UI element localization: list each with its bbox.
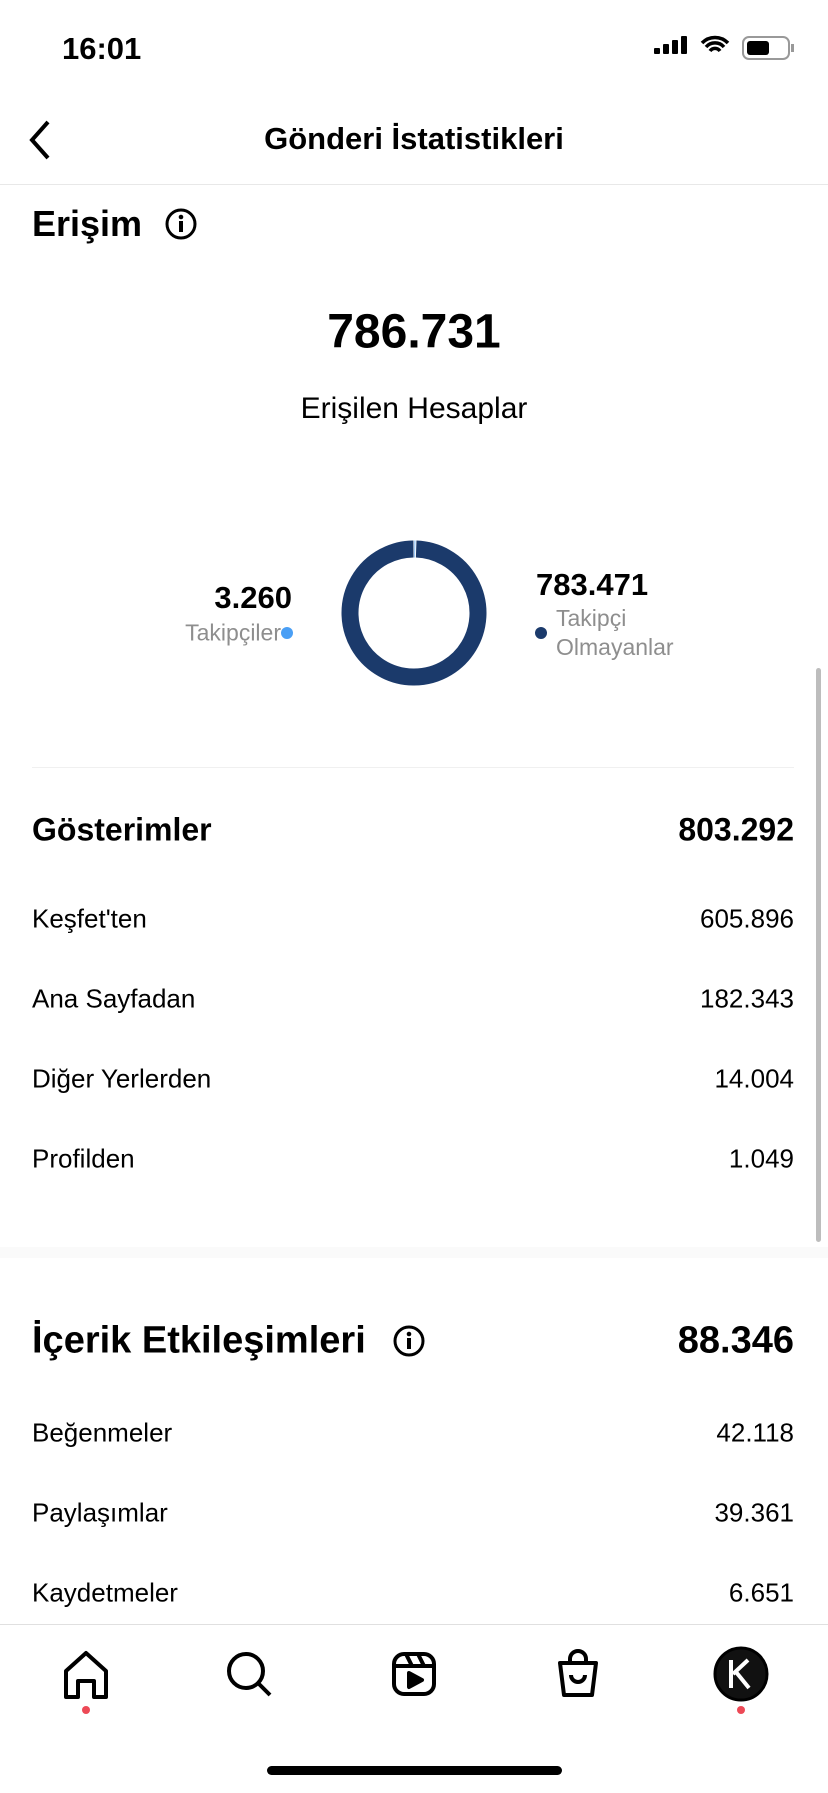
row-value: 182.343	[700, 984, 794, 1015]
scrollbar	[816, 668, 821, 1242]
info-icon[interactable]	[392, 1324, 426, 1358]
donut-segment	[350, 549, 478, 677]
legend-value: 3.260	[214, 580, 292, 616]
tab-icons	[0, 1625, 828, 1792]
divider	[0, 184, 828, 185]
legend-label: Takipçiler	[185, 620, 281, 647]
row-label: Profilden	[32, 1144, 135, 1175]
section-total: 803.292	[678, 812, 794, 849]
legend-value: 783.471	[536, 567, 648, 603]
reach-label: Erişilen Hesaplar	[0, 392, 828, 426]
search-tab[interactable]	[229, 1654, 270, 1695]
section-gap	[0, 1247, 828, 1258]
row-value: 6.651	[729, 1578, 794, 1609]
reels-tab[interactable]	[394, 1654, 434, 1694]
section-title: İçerik Etkileşimleri	[32, 1320, 366, 1363]
row-value: 39.361	[714, 1498, 794, 1529]
row-label: Kaydetmeler	[32, 1578, 178, 1609]
home-tab[interactable]	[66, 1653, 106, 1697]
section-title: Erişim	[32, 203, 142, 245]
row-value: 42.118	[716, 1418, 794, 1449]
row-value: 605.896	[700, 904, 794, 935]
legend-label: Takipçi Olmayanlar	[556, 604, 706, 662]
info-icon[interactable]	[164, 207, 198, 241]
row-label: Paylaşımlar	[32, 1498, 168, 1529]
legend-dot	[535, 627, 547, 639]
donut-chart	[334, 533, 494, 693]
section-total: 88.346	[678, 1320, 794, 1363]
legend-dot	[281, 627, 293, 639]
row-value: 1.049	[729, 1144, 794, 1175]
status-icons	[650, 34, 800, 64]
row-label: Keşfet'ten	[32, 904, 147, 935]
divider	[32, 767, 794, 768]
row-label: Ana Sayfadan	[32, 984, 195, 1015]
header-title: Gönderi İstatistikleri	[0, 121, 828, 157]
reach-total: 786.731	[0, 305, 828, 360]
status-time: 16:01	[62, 31, 141, 67]
row-label: Beğenmeler	[32, 1418, 172, 1449]
shop-tab[interactable]	[560, 1651, 596, 1695]
row-value: 14.004	[714, 1064, 794, 1095]
profile-tab[interactable]	[715, 1648, 767, 1700]
row-label: Diğer Yerlerden	[32, 1064, 211, 1095]
section-title: Gösterimler	[32, 812, 212, 849]
